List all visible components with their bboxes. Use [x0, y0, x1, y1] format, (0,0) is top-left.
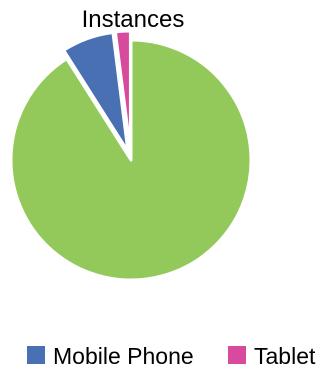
pie-slices [9, 29, 253, 282]
pie-slice-desktop [9, 38, 253, 282]
legend: Mobile Phone Tablet [27, 343, 316, 369]
pie-slice-mobile-phone [62, 30, 130, 154]
pie-slice-tablet [113, 29, 132, 153]
legend-label-mobile-phone: Mobile Phone [53, 343, 194, 369]
legend-entry-tablet: Tablet [228, 343, 316, 369]
legend-entry-mobile-phone: Mobile Phone [27, 343, 194, 369]
legend-swatch-mobile-phone [27, 346, 45, 364]
legend-swatch-tablet [228, 346, 246, 364]
chart-title: Instances [82, 6, 185, 33]
legend-label-tablet: Tablet [254, 343, 316, 369]
